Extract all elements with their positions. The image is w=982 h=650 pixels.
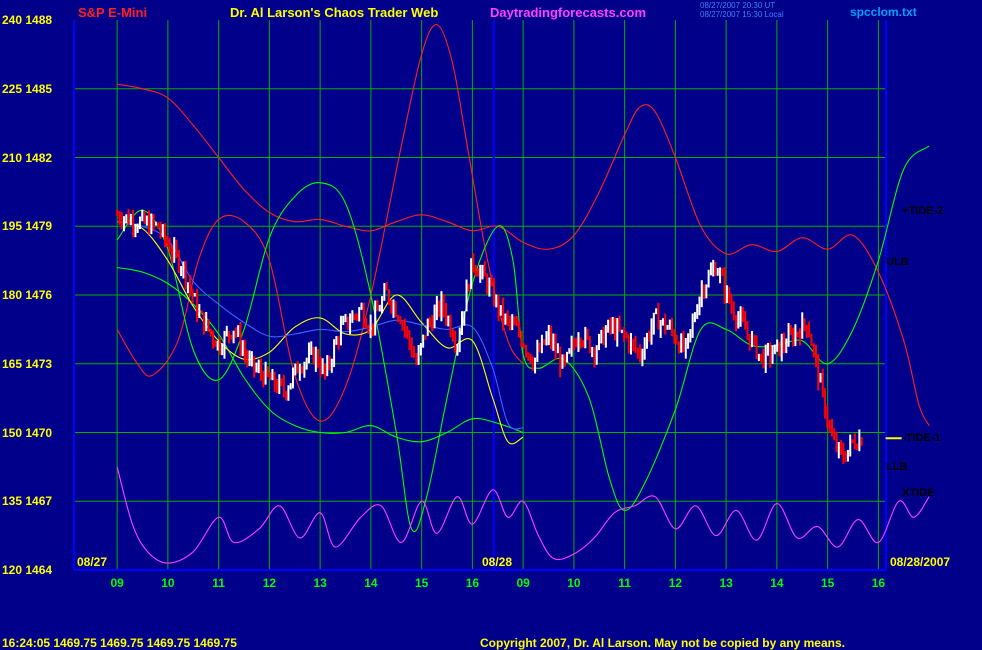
x-tick-label: 12 xyxy=(263,576,277,590)
label-llb: LLB xyxy=(886,461,908,473)
series-line--tide-1 xyxy=(116,24,524,422)
chart-series xyxy=(116,24,930,564)
copyright: Copyright 2007, Dr. Al Larson. May not b… xyxy=(480,636,845,650)
x-tick-label: 11 xyxy=(212,576,225,590)
x-tick-label: 15 xyxy=(821,576,835,590)
chart-grid xyxy=(73,20,887,571)
label-tide2: +TIDE-2 xyxy=(902,205,944,217)
y-tick-label: 195 1479 xyxy=(2,219,53,234)
y-tick-label: 210 1482 xyxy=(2,150,53,165)
y-tick-label: 135 1467 xyxy=(2,494,53,509)
series-line-xtide xyxy=(116,466,930,564)
series-line-ulb xyxy=(117,83,930,426)
x-tick-label: 11 xyxy=(618,576,631,590)
x-tick-label: 09 xyxy=(516,576,530,590)
x-tick-label: 16 xyxy=(466,576,480,590)
x-tick-label: 10 xyxy=(567,576,581,590)
x-tick-label: 14 xyxy=(364,576,378,590)
label-ulb: ULB xyxy=(886,256,909,268)
x-tick-label: 13 xyxy=(719,576,733,590)
instrument-title: S&P E-Mini xyxy=(78,5,148,20)
site-url[interactable]: Daytradingforecasts.com xyxy=(490,5,647,20)
date-end: 08/28/2007 xyxy=(890,555,951,569)
y-tick-label: 120 1464 xyxy=(2,563,53,577)
date-mid: 08/28 xyxy=(482,555,513,569)
y-tick-label: 150 1470 xyxy=(2,425,53,440)
y-tick-label: 165 1473 xyxy=(2,356,53,371)
x-tick-label: 10 xyxy=(161,576,175,590)
timestamp-ut: 08/27/2007 20:30 UT xyxy=(700,1,776,10)
series-line-avg-yellow xyxy=(116,221,524,445)
date-start: 08/27 xyxy=(77,555,108,569)
y-tick-label: 225 1485 xyxy=(2,81,53,96)
site-title: Dr. Al Larson's Chaos Trader Web xyxy=(230,5,439,20)
x-tick-label: 12 xyxy=(669,576,683,590)
label-xtide: XTIDE xyxy=(902,487,935,499)
y-tick-label: 240 1488 xyxy=(2,13,53,27)
last-quote: 16:24:05 1469.75 1469.75 1469.75 1469.75 xyxy=(2,636,237,650)
x-tick-label: 16 xyxy=(872,576,886,590)
x-tick-label: 09 xyxy=(110,576,124,590)
x-tick-label: 15 xyxy=(415,576,429,590)
x-tick-label: 14 xyxy=(770,576,784,590)
x-tick-label: 13 xyxy=(313,576,327,590)
y-tick-label: 180 1476 xyxy=(2,288,53,302)
timestamp-local: 08/27/2007 15:30 Local xyxy=(700,10,784,19)
x-tick-labels: 09 10 11 12 13 14 15 16 09 10 11 12 13 14 15 16 xyxy=(110,576,885,590)
data-filename: spcclom.txt xyxy=(850,5,917,19)
label-tide1: -TIDE-1 xyxy=(902,432,941,444)
price-bars xyxy=(116,208,902,464)
series-line--tide-2 xyxy=(116,266,524,443)
